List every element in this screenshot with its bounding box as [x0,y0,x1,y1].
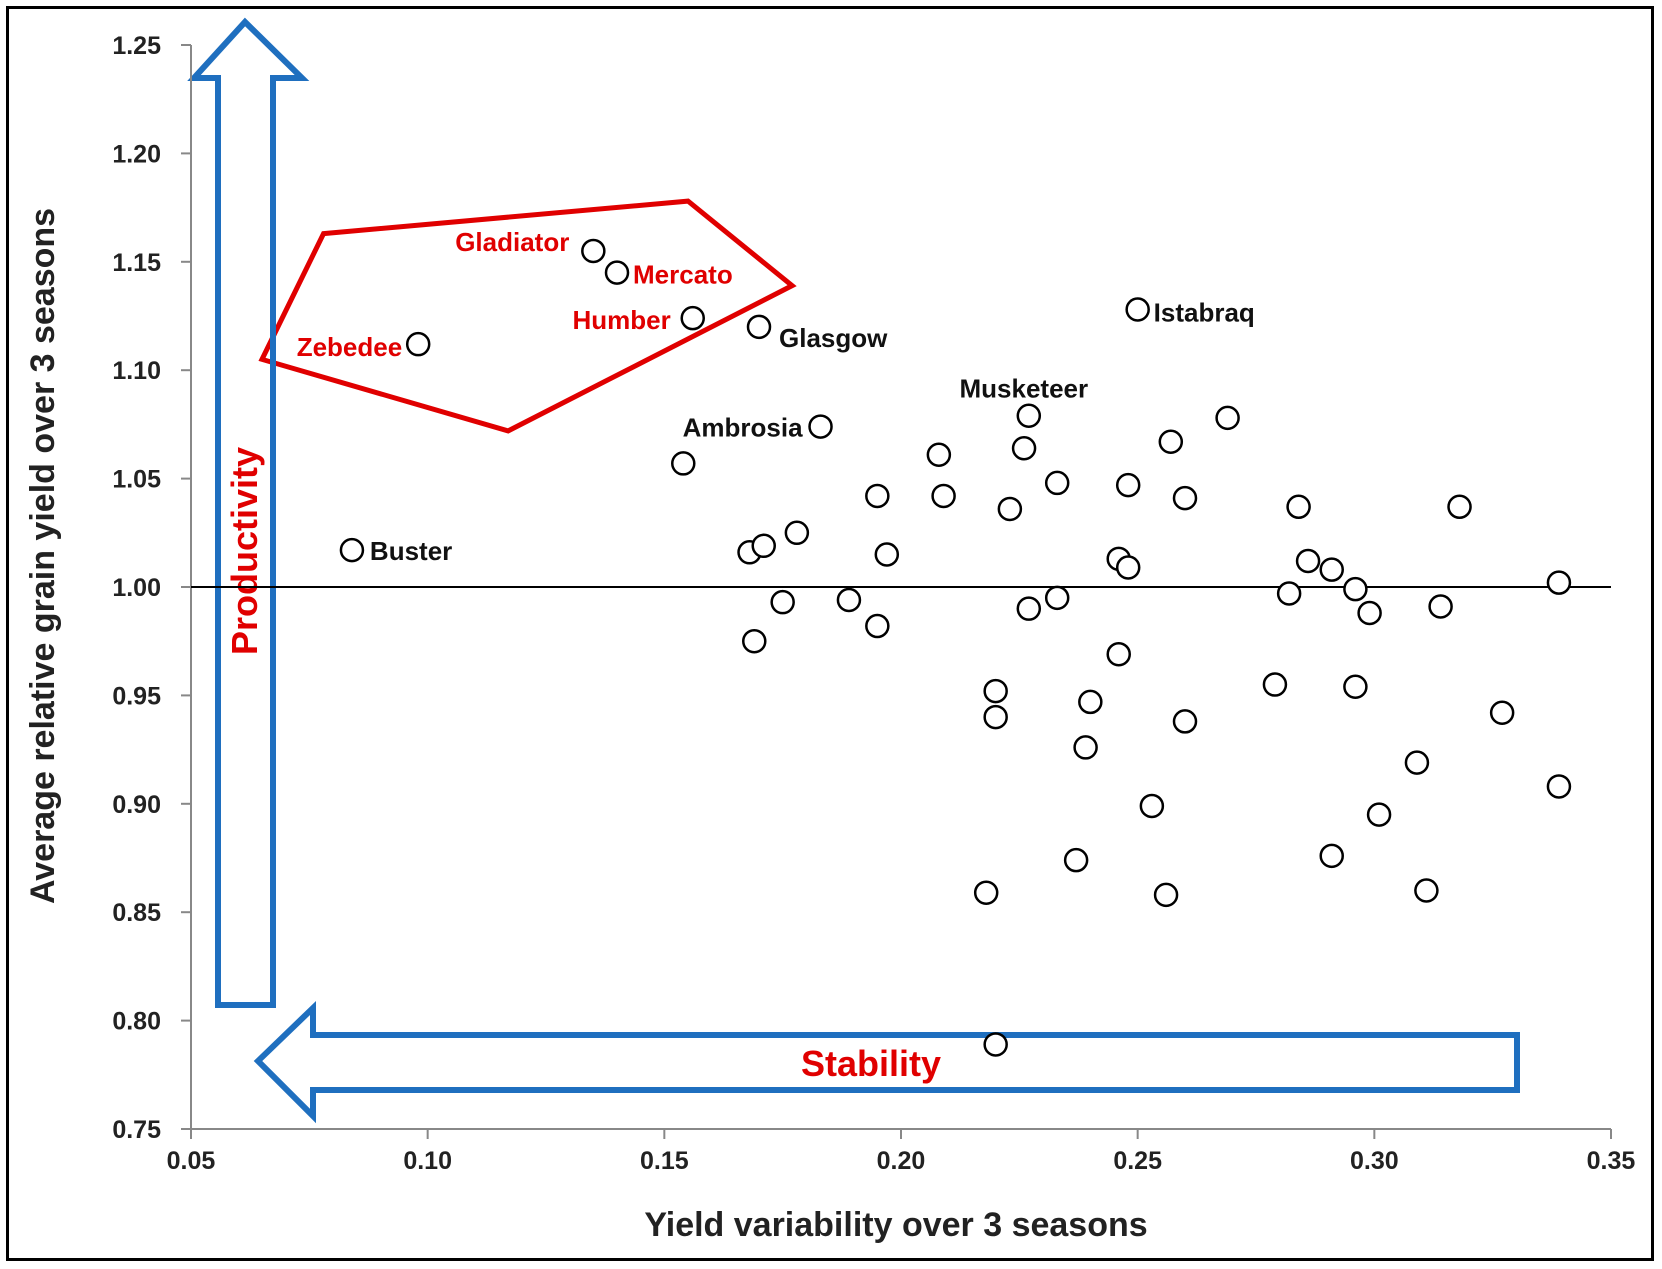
point-label: Ambrosia [683,413,803,443]
stability-arrow [253,1000,1520,1124]
data-point [1158,429,1184,454]
y-tick-label: 0.75 [112,1116,161,1144]
data-point [1414,878,1439,903]
point-label: Zebedee [297,332,403,362]
data-point [1489,700,1515,725]
y-tick-label: 1.10 [112,357,161,385]
point-label: Gladiator [455,227,569,257]
data-point [339,537,365,563]
y-tick-label: 1.00 [112,574,161,602]
point-label: Mercato [633,260,733,290]
data-point [983,1032,1008,1057]
x-tick-label: 0.15 [640,1147,689,1175]
data-point [1044,470,1070,496]
data-point [1428,594,1453,619]
point-label: Musketeer [959,374,1088,404]
labels-layer: Buster Zebedee Gladiator Mercato Humber Glasg… [297,227,1255,566]
data-point [973,880,999,905]
stability-label: Stability [801,1043,941,1084]
y-tick-label: 1.20 [112,140,161,168]
data-point [1447,494,1472,520]
data-point [997,496,1023,522]
productivity-label: Productivity [224,447,265,655]
data-point [865,483,890,509]
data-point [931,483,956,509]
data-point [405,331,431,357]
data-point [1366,802,1392,827]
data-point [1115,472,1141,498]
data-point [1295,548,1321,574]
y-tick-label: 1.25 [112,32,161,60]
data-point [1016,596,1042,621]
y-axis-title: Average relative grain yield over 3 seas… [24,208,62,904]
y-tick-label: 0.80 [112,1008,161,1036]
data-point [784,520,810,546]
data-point [874,542,900,567]
x-axis-title: Yield variability over 3 seasons [644,1206,1147,1244]
data-point [1172,709,1198,734]
data-point [1343,674,1368,699]
data-point [1125,297,1150,322]
y-tick-label: 0.85 [112,899,161,927]
data-point [1172,485,1198,511]
data-point [1319,557,1344,582]
data-point [1262,672,1288,697]
data-point [865,613,890,639]
data-point [1286,494,1311,520]
data-point [680,305,705,331]
point-label: Istabraq [1154,297,1255,327]
data-point [1063,847,1089,873]
y-tick-label: 1.05 [112,466,161,494]
point-label: Humber [572,305,670,335]
y-tick-label: 0.90 [112,791,161,819]
y-tick-label: 0.95 [112,682,161,710]
data-point [1078,689,1103,715]
data-point [746,314,772,340]
points-layer [339,238,1572,1057]
x-tick-label: 0.25 [1113,1147,1162,1175]
x-tick-label: 0.20 [877,1147,926,1175]
data-point [808,414,833,439]
data-point [1115,555,1141,580]
y-tick-label: 1.15 [112,249,161,277]
data-point [671,451,696,476]
axes-layer: 0.05 0.10 0.15 0.20 0.25 0.30 0.35 0.75 0.80 0.85… [112,32,1635,1175]
x-tick-label: 0.35 [1587,1147,1636,1175]
figure-frame [6,6,1654,1261]
data-point [770,589,795,615]
point-label: Glasgow [779,323,888,353]
data-point [836,587,862,613]
data-point [1153,882,1179,908]
data-point [983,678,1008,704]
x-tick-label: 0.05 [167,1147,216,1175]
data-point [1106,641,1131,667]
annotations-layer: Productivity Stability [187,17,1520,1124]
productivity-arrow [187,17,310,1008]
data-point [604,260,630,285]
data-point [1016,403,1042,428]
data-point [1319,843,1344,869]
data-point [1215,405,1240,431]
data-point [983,704,1008,730]
data-point [751,533,776,559]
x-tick-label: 0.10 [403,1147,452,1175]
data-point [1357,600,1382,626]
data-point [1139,793,1165,819]
data-point [926,442,952,468]
data-point [1073,735,1098,760]
data-point [1404,750,1430,775]
point-label: Buster [370,536,452,566]
data-point [1276,581,1302,606]
data-point [581,238,606,264]
data-point [742,628,767,654]
data-point [1546,774,1572,799]
data-point [1011,435,1037,461]
data-point [1044,585,1070,611]
data-point [1546,570,1572,595]
data-point [1343,576,1368,602]
x-tick-label: 0.30 [1350,1147,1399,1175]
